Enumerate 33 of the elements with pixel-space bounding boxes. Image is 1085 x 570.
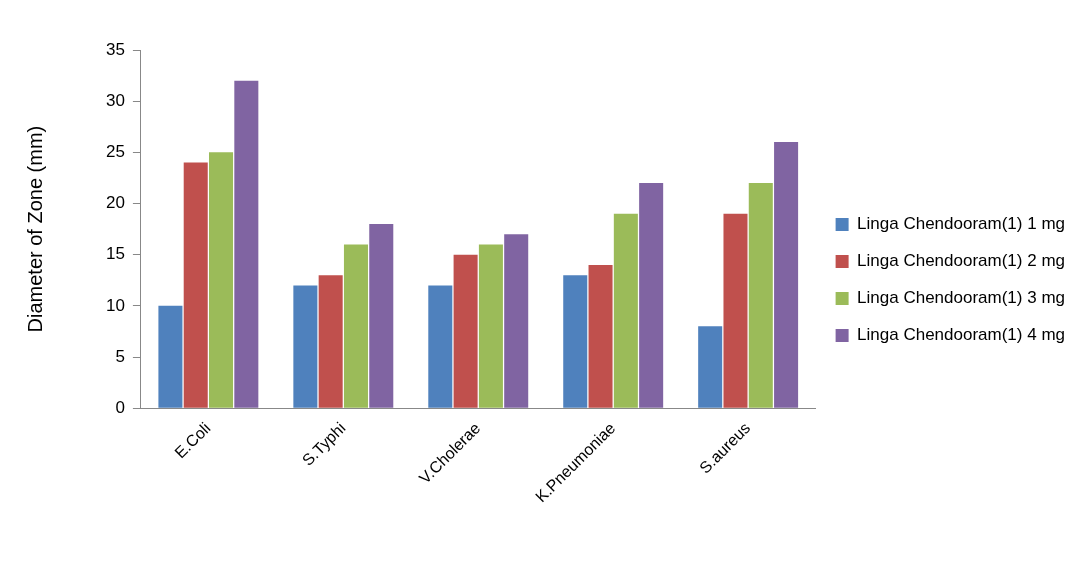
bar (563, 275, 588, 408)
bar (723, 213, 748, 408)
y-tick-label: 5 (115, 346, 125, 366)
bar (318, 275, 343, 408)
y-tick-label: 20 (105, 193, 125, 213)
legend-label: Linga Chendooram(1) 1 mg (857, 214, 1066, 234)
bar (209, 152, 234, 408)
y-tick-label: 25 (105, 142, 125, 162)
bar (369, 223, 394, 408)
bar (234, 80, 259, 408)
bar (293, 285, 318, 408)
bar (613, 213, 638, 408)
bar (504, 234, 529, 408)
bar (639, 183, 664, 408)
bar (698, 326, 723, 408)
legend-label: Linga Chendooram(1) 3 mg (857, 288, 1066, 308)
legend-label: Linga Chendooram(1) 2 mg (857, 251, 1066, 271)
y-tick-label: 10 (105, 295, 125, 315)
y-tick-label: 0 (115, 397, 125, 417)
y-tick-label: 30 (105, 90, 125, 110)
y-axis-title: Diameter of Zone (mm) (23, 125, 46, 333)
bar (478, 244, 503, 408)
bar (588, 264, 613, 408)
bar (428, 285, 453, 408)
y-tick-label: 15 (105, 244, 125, 264)
bar (158, 305, 183, 408)
legend-label: Linga Chendooram(1) 4 mg (857, 325, 1066, 345)
y-tick-label: 35 (105, 39, 125, 59)
bar (453, 254, 478, 408)
bar (183, 162, 208, 408)
bar (343, 244, 368, 408)
bar (748, 183, 773, 408)
bar (774, 142, 799, 408)
